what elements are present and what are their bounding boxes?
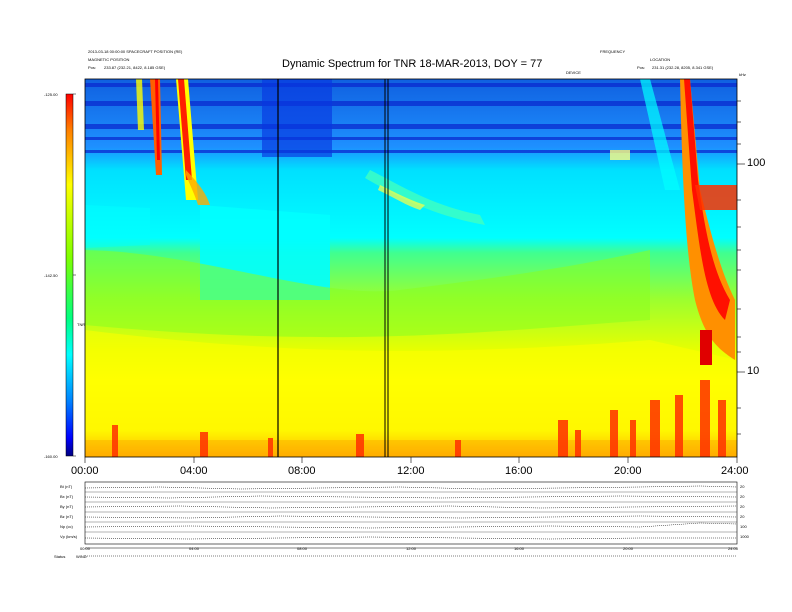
footer-status-value: WIND bbox=[76, 554, 87, 559]
panel-label: Bx (nT) bbox=[60, 494, 74, 499]
spectrogram bbox=[85, 79, 737, 457]
x-tick-label: 24:00 bbox=[721, 465, 749, 477]
chart-title: Dynamic Spectrum for TNR 18-MAR-2013, DO… bbox=[282, 58, 543, 70]
x-tick-label: 08:00 bbox=[288, 465, 316, 477]
header-frequency-label: FREQUENCY bbox=[600, 49, 626, 54]
x-tick-label: 00:00 bbox=[71, 465, 99, 477]
panel-x-tick: 20:00 bbox=[623, 546, 634, 551]
x-tick-label: 20:00 bbox=[614, 465, 642, 477]
header-pos-label-left: Pos: bbox=[88, 65, 97, 70]
header-info-line-1: 2013-03-18 00:00:00 SPACECRAFT POSITION … bbox=[88, 49, 183, 54]
colorbar-mid-label: -142.50 bbox=[44, 273, 58, 278]
panel-right-label: 20 bbox=[740, 504, 745, 509]
panel-label: Bt (nT) bbox=[60, 484, 73, 489]
panel-right-label: 1000 bbox=[740, 534, 749, 539]
panel-x-tick: 12:00 bbox=[406, 546, 417, 551]
colorbar-max-label: -125.00 bbox=[44, 92, 58, 97]
panel-label: Vp (km/s) bbox=[60, 534, 78, 539]
panel-label: By (nT) bbox=[60, 504, 74, 509]
panel-x-tick: 24:00 bbox=[728, 546, 739, 551]
header-pos-value-left: 233.87 (232.21, 8422, 8.185 GSE) bbox=[104, 65, 166, 70]
header-pos-label-right: Pos: bbox=[637, 65, 646, 70]
panel-right-label: 20 bbox=[740, 514, 745, 519]
panel-x-tick: 00:00 bbox=[80, 546, 91, 551]
panel-label: Np (cc) bbox=[60, 524, 73, 529]
panel-x-tick: 08:00 bbox=[297, 546, 308, 551]
panel-x-tick: 16:00 bbox=[514, 546, 525, 551]
footer-status-label: Status bbox=[54, 554, 66, 559]
x-tick-label: 12:00 bbox=[397, 465, 425, 477]
x-tick-label: 16:00 bbox=[505, 465, 533, 477]
header-location-label: LOCATION bbox=[650, 57, 671, 62]
x-tick-label: 04:00 bbox=[180, 465, 208, 477]
y-tick-10: 10 bbox=[747, 365, 760, 377]
header-info-line-2: MAGNETIC POSITION bbox=[88, 57, 130, 62]
panel-label: Bz (nT) bbox=[60, 514, 74, 519]
panel-right-label: 100 bbox=[740, 524, 747, 529]
panel-right-label: 20 bbox=[740, 494, 745, 499]
header-pos-value-right: 231.31 (232.28, 8205, 8.341 GSE) bbox=[652, 65, 714, 70]
x-axis-ticks bbox=[84, 457, 738, 463]
bottom-panels bbox=[84, 481, 738, 557]
colorbar bbox=[65, 93, 74, 457]
colorbar-unit-label: TNR bbox=[77, 322, 86, 327]
y-axis-ticks bbox=[737, 100, 745, 435]
colorbar-min-label: -160.00 bbox=[44, 454, 58, 459]
device-label: DEVICE bbox=[566, 70, 581, 75]
y-axis-unit-label: kHz bbox=[739, 72, 746, 77]
panel-x-tick: 04:00 bbox=[189, 546, 200, 551]
y-tick-100: 100 bbox=[747, 157, 766, 169]
panel-right-label: 20 bbox=[740, 484, 745, 489]
